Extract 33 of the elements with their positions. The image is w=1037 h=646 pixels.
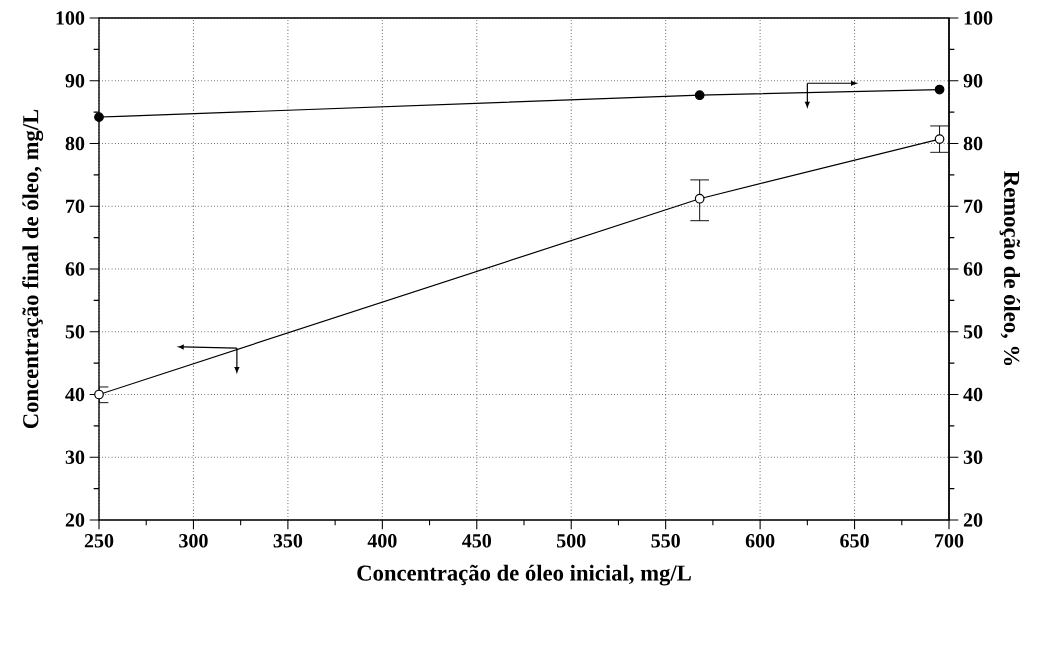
y-tick-label: 50 <box>65 325 85 339</box>
y2-tick-label: 50 <box>963 325 983 339</box>
point <box>934 134 945 144</box>
y-tick-label: 30 <box>65 450 85 464</box>
x-tick-label: 500 <box>557 534 586 548</box>
y-tick-label: 70 <box>66 199 85 213</box>
y2-tick-label: 20 <box>963 513 983 527</box>
y-tick-label: 80 <box>65 136 85 151</box>
y2-tick-label: 30 <box>963 450 983 464</box>
y2-tick-label: 90 <box>963 74 983 88</box>
y-tick-label: 90 <box>65 74 85 88</box>
x-tick-label: 650 <box>840 534 869 548</box>
x-tick-label: 700 <box>935 534 964 548</box>
x-tick-label: 550 <box>651 534 680 548</box>
x-tick-label: 250 <box>84 534 114 548</box>
x-tick-label: 350 <box>273 534 303 548</box>
x-tick-label: 400 <box>367 534 397 548</box>
y2-axis-title: Remoção de óleo, % <box>999 171 1020 366</box>
y-tick-label: 100 <box>56 11 85 25</box>
y2-tick-label: 70 <box>964 199 983 213</box>
point <box>694 193 705 204</box>
y2-tick-label: 80 <box>963 136 983 151</box>
y2-tick-label: 40 <box>963 387 983 402</box>
y2-tick-label: 100 <box>964 11 993 25</box>
x-tick-label: 600 <box>745 534 775 548</box>
y-tick-label: 20 <box>65 513 85 527</box>
x-tick-label: 450 <box>462 534 492 548</box>
y-tick-label: 60 <box>65 262 85 276</box>
y-axis-title: Concentração final de óleo, mg/L <box>22 109 44 429</box>
y2-tick-label: 60 <box>963 262 983 276</box>
x-tick-label: 300 <box>179 534 208 548</box>
y-tick-label: 40 <box>65 387 85 402</box>
x-axis-title: Concentração de óleo inicial, mg/L <box>357 564 691 586</box>
